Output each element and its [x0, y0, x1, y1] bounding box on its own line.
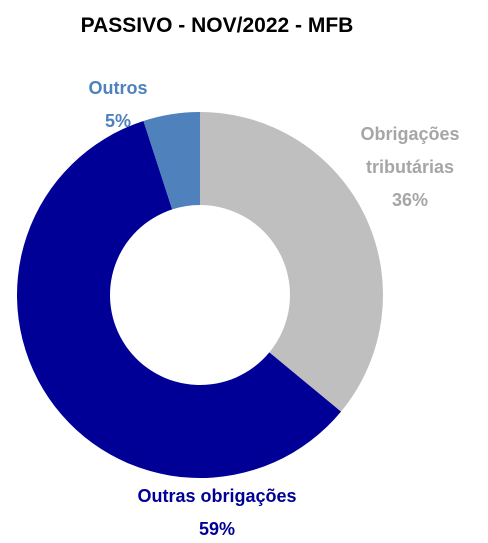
value-label: 5%	[104, 111, 131, 131]
value-label: 36%	[391, 190, 429, 210]
category-label: Outros	[88, 78, 148, 98]
category-label: Outras obrigações	[137, 486, 297, 506]
donut-slice	[16, 120, 342, 478]
slice-label: Obrigações tributárias 36%	[335, 118, 485, 217]
slice-label: Outras obrigações 59%	[87, 480, 347, 543]
slice-label: Outros 5%	[68, 72, 168, 138]
donut-slice	[200, 112, 383, 412]
value-label: 59%	[198, 519, 236, 539]
category-label: Obrigações tributárias	[360, 124, 460, 177]
donut-slice	[143, 112, 200, 210]
chart-title: PASSIVO - NOV/2022 - MFB	[80, 14, 354, 37]
